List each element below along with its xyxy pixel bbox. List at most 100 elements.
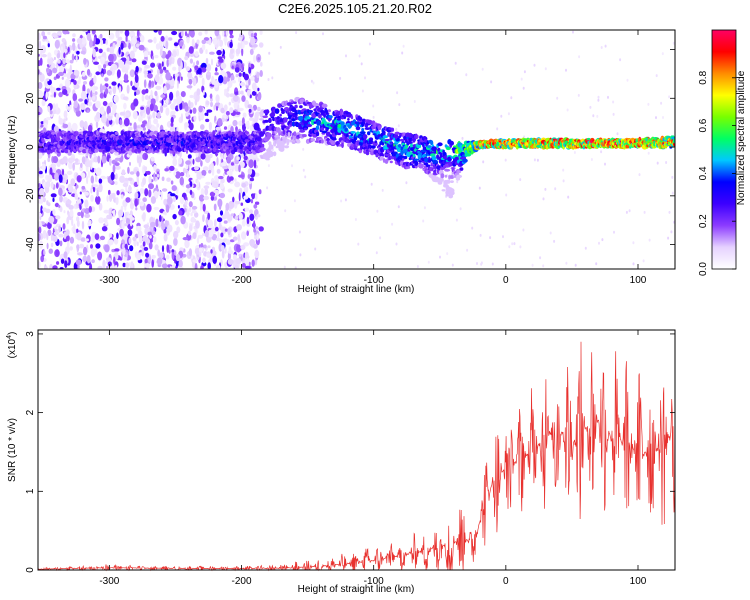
spectrogram-cell [239,149,244,154]
spectrogram-cell [132,32,136,38]
spectrogram-cell [642,259,645,263]
spectrogram-cell [367,131,371,136]
spectrogram-cell [549,231,552,235]
spectrogram-cell [328,115,333,119]
spectrogram-cell [136,171,140,177]
spectrogram-cell [56,261,60,265]
spectrogram-cell [178,65,181,72]
spectrogram-cell [237,104,240,112]
spectrogram-cell [45,181,51,188]
spectrogram-cell [441,189,446,192]
spectrogram-cell [253,122,260,131]
spectrogram-cell [446,179,451,184]
spectrogram-cell [116,217,121,226]
spectrogram-cell [157,68,160,76]
spectrogram-cell [69,246,73,251]
spectrogram-cell [227,86,230,92]
spectrogram-cell [224,228,228,232]
spectrogram-cell [254,235,258,240]
spectrogram-cell [89,39,93,48]
spectrogram-cell [129,69,136,78]
spectrogram-cell [414,160,419,166]
spectrogram-cell [522,228,525,232]
spectrogram-cell [41,31,46,37]
spectrogram-cell [69,64,72,73]
spectrogram-cell [70,148,73,153]
spectrogram-cell [107,261,112,267]
spectrogram-cell [238,37,243,42]
spectrogram-cell [99,106,105,115]
spectrogram-cell [70,73,76,81]
spectrogram-cell [327,109,331,113]
spectrogram-cell [139,187,145,194]
spectrogram-cell [364,76,366,80]
spectrogram-cell [115,165,121,170]
spectrogram-cell [255,226,259,230]
spectrogram-cell [165,71,171,81]
spectrogram-cell [86,109,90,113]
spectrogram-cell [129,245,134,252]
spectrogram-cell [221,214,227,220]
spectrogram-cell [58,174,63,183]
spectrogram-cell [215,237,221,242]
spectrogram-cell [197,171,202,180]
spectrogram-cell [253,228,256,233]
spectrogram-cell [129,171,135,175]
spectrogram-cell [221,226,227,235]
spectrogram-cell [145,88,149,94]
spectrogram-cell [171,251,175,260]
spectrogram-cell [226,156,232,164]
spectrogram-cell [45,92,48,100]
spectrogram-cell [191,205,198,210]
spectrogram-cell [87,221,92,227]
spectrogram-cell [249,177,255,182]
spectrogram-cell [397,124,400,128]
spectrogram-cell [437,142,443,147]
spectrogram-cell [438,178,444,182]
spectrogram-cell [98,183,103,193]
spectrogram-cell [38,40,42,50]
spectrogram-cell [531,263,534,267]
spectrogram-cell [136,30,140,38]
spectrogram-cell [525,145,529,148]
spectrogram-cell [188,207,192,213]
spectrogram-cell [178,157,183,165]
spectrogram-cell [102,259,106,269]
spectrogram-cell [161,245,165,253]
spectrogram-cell [566,108,569,112]
spectrogram-cell [239,161,245,168]
spectrogram-cell [104,244,110,253]
spectrogram-cell [554,187,557,191]
spectrogram-cell [248,108,252,113]
spectrogram-cell [140,106,145,110]
spectrogram-cell [267,164,270,168]
spectrogram-cell [592,114,595,118]
spectrogram-cell [173,230,179,239]
spectrogram-cell [150,98,156,105]
spectrogram-cell [122,182,129,188]
spectrogram-cell [195,156,202,163]
spectrogram-cell [148,175,152,185]
spectrogram-cell [359,131,366,135]
spectrogram-cell [259,147,266,152]
spectrogram-cell [56,52,61,59]
spectrogram-cell [139,35,145,43]
spectrogram-cell [116,190,120,196]
spectrogram-cell [129,219,133,227]
spectrogram-cell [613,230,615,234]
spectrogram-cell [377,125,382,131]
spectrogram-cell [358,54,361,58]
spectrogram-cell [372,104,375,108]
spectrogram-cell [619,58,622,62]
spectrogram-cell [106,195,109,202]
spectrogram-cell [120,194,124,199]
spectrogram-cell [235,111,241,116]
spectrogram-cell [523,70,526,74]
spectrogram-cell [55,182,59,189]
spectrogram-cell [161,188,168,192]
spectrogram-cell [381,188,384,192]
spectrogram-cell [196,88,201,96]
spectrogram-cell [205,49,208,55]
spectrogram-cell [124,30,130,37]
spectrogram-cell [217,56,223,60]
